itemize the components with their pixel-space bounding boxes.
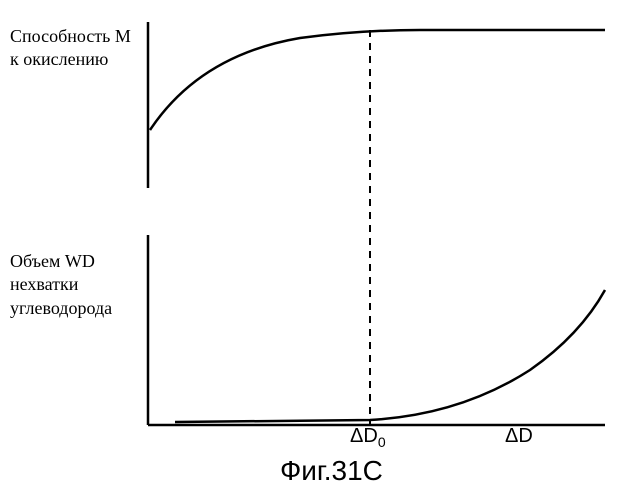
y-label-bottom-text: Объем WD нехватки углеводорода [10, 251, 112, 318]
x-tick-d0: ΔD0 [350, 425, 386, 450]
x-tick-d: ΔD [505, 425, 533, 448]
curve-oxidation-capability [150, 30, 605, 130]
figure-caption: Фиг.31C [280, 455, 383, 487]
curve-hydrocarbon-shortage [175, 290, 605, 422]
figure-caption-text: Фиг.31C [280, 455, 383, 486]
x-tick-d-symbol: ΔD [505, 425, 533, 447]
x-tick-d0-sub: 0 [378, 434, 386, 450]
y-label-top-text: Способность M к окислению [10, 26, 131, 69]
x-tick-d0-symbol: ΔD [350, 425, 378, 447]
y-axis-label-bottom: Объем WD нехватки углеводорода [10, 250, 140, 320]
y-axis-label-top: Способность M к окислению [10, 25, 140, 72]
